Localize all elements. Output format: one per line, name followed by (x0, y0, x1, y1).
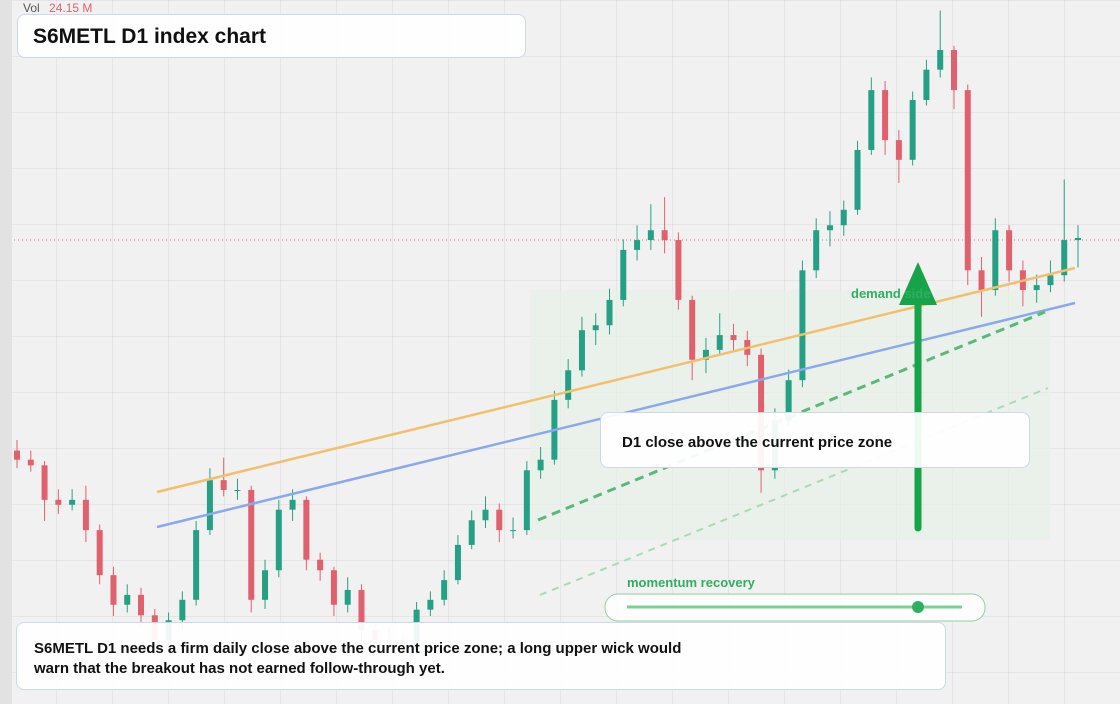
candle-body (14, 450, 20, 460)
candle-body (702, 349, 709, 360)
candle-body (41, 465, 48, 500)
volume-label: Vol 24.15 M (23, 1, 92, 15)
chart-title: S6METL D1 index chart (33, 25, 267, 48)
candle-body (523, 470, 530, 531)
annotation: demand side (851, 286, 930, 301)
candle-body (441, 580, 448, 600)
title-box: S6METL D1 index chart (17, 14, 526, 58)
candle-body (317, 559, 324, 571)
candle-body (454, 544, 461, 581)
candle-body (262, 570, 269, 600)
note-text: S6METL D1 needs a firm daily close above… (34, 640, 682, 677)
candle-body (661, 230, 668, 241)
candle-body (978, 270, 985, 291)
candle-body (826, 225, 833, 231)
candle-body (992, 230, 999, 291)
volume-label-text: Vol (23, 1, 40, 15)
candle-body (1061, 240, 1068, 276)
candle-body (427, 599, 434, 610)
candle-body (27, 459, 34, 466)
left-strip (0, 0, 12, 704)
candle-body (730, 335, 737, 341)
candle-body (537, 459, 544, 471)
candle-body (193, 530, 200, 600)
trendline (156, 266, 1076, 494)
candle-body (620, 249, 627, 300)
candle-body (606, 299, 613, 326)
candle-body (854, 149, 861, 210)
arrow-head (899, 262, 937, 305)
candle-body (275, 509, 282, 571)
candle-body (785, 380, 792, 421)
candle-body (565, 370, 572, 400)
candle-body (578, 330, 585, 371)
candle-body (950, 49, 957, 91)
candle-body (647, 230, 654, 241)
candle-body (124, 594, 131, 605)
candle-body (82, 499, 89, 531)
candle-body (840, 209, 847, 226)
annotation: momentum recovery (627, 575, 756, 590)
candle-body (634, 240, 641, 250)
candle-body (330, 570, 337, 605)
candle-body (496, 509, 503, 531)
candle-body (234, 489, 241, 491)
candle-body (716, 335, 723, 350)
slider-knob (912, 601, 924, 613)
candle-body (482, 509, 489, 521)
candle-body (510, 530, 517, 532)
candle-body (179, 599, 186, 621)
volume-value: 24.15 M (49, 1, 93, 15)
candle-body (289, 499, 296, 510)
candle-body (592, 325, 599, 331)
candle-body (813, 230, 820, 271)
candle-body (923, 69, 930, 100)
candle-body (96, 530, 103, 576)
candle-body (358, 589, 365, 631)
candle-body (248, 489, 255, 600)
candle-body (909, 99, 916, 160)
candle-body (344, 589, 351, 605)
candle-body (799, 270, 806, 381)
candle-body (882, 90, 889, 141)
note-box: S6METL D1 needs a firm daily close above… (16, 622, 946, 690)
candle-body (110, 575, 117, 605)
candle-body (895, 140, 902, 160)
candle-body (69, 499, 76, 505)
candle-body (55, 499, 62, 505)
callout: D1 close above the current price zone (600, 412, 1030, 468)
candle-body (1075, 237, 1081, 241)
candle-body (220, 480, 227, 490)
candle-body (206, 480, 213, 531)
candle-body (1047, 275, 1054, 286)
callout-text: D1 close above the current price zone (622, 434, 893, 451)
candle-body (1033, 285, 1040, 291)
candle-body (937, 49, 944, 70)
candle-body (689, 299, 696, 360)
candle-body (868, 90, 875, 150)
candle-body (675, 240, 682, 300)
candle-body (303, 499, 310, 560)
candle-body (964, 90, 971, 271)
candle-body (468, 520, 475, 545)
candle-body (1006, 230, 1013, 271)
candle-body (138, 594, 145, 616)
